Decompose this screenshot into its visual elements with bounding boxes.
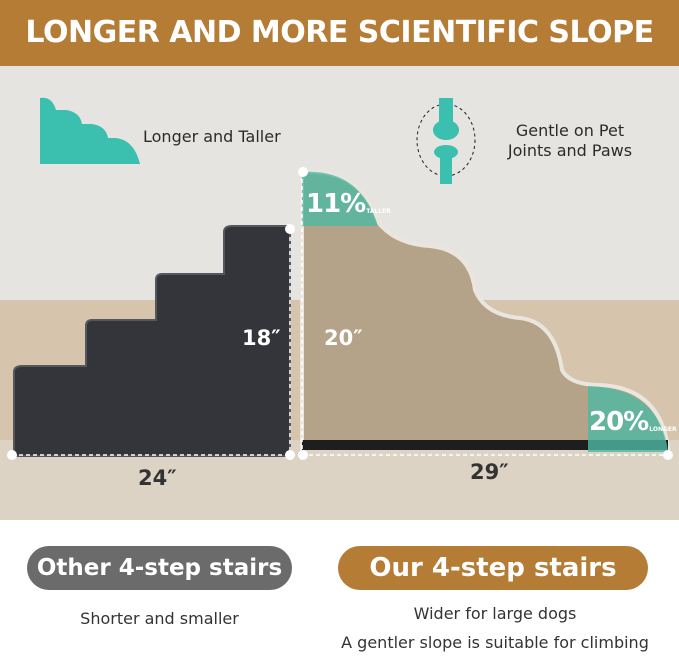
- feature-label-line1: Gentle on Pet: [515, 121, 625, 140]
- our-height: 20″: [324, 326, 363, 350]
- longer-percent: 20%: [589, 407, 649, 437]
- longer-callout: 20% LONGER: [589, 408, 677, 436]
- feature-label-line2: Joints and Paws: [507, 141, 633, 160]
- taller-label: TALLER: [366, 208, 391, 215]
- feature-label-longer: Longer and Taller: [143, 127, 281, 146]
- stairs-outline-icon: [40, 97, 140, 164]
- longer-highlight: [588, 386, 668, 452]
- longer-label: LONGER: [649, 426, 677, 433]
- other-height: 18″: [242, 326, 281, 350]
- other-length: 24″: [138, 466, 177, 490]
- other-stairs: [13, 225, 291, 457]
- stairs-illustration: [0, 66, 679, 520]
- our-stairs-desc-1: Wider for large dogs: [413, 604, 577, 623]
- our-length: 29″: [470, 460, 509, 484]
- our-stairs-badge: Our 4-step stairs: [338, 546, 648, 590]
- taller-percent: 11%: [306, 189, 366, 219]
- product-scene: [0, 66, 679, 520]
- other-stairs-desc: Shorter and smaller: [80, 609, 239, 628]
- knee-joint-icon: [416, 98, 476, 184]
- taller-highlight: [302, 171, 378, 226]
- our-stairs-desc-2: A gentler slope is suitable for climbing: [341, 633, 649, 652]
- taller-callout: 11% TALLER: [306, 190, 391, 218]
- other-stairs-badge: Other 4-step stairs: [27, 546, 292, 590]
- our-stairs: [300, 169, 671, 450]
- page-title: LONGER AND MORE SCIENTIFIC SLOPE: [0, 0, 679, 66]
- feature-label-gentle: Gentle on Pet Joints and Paws: [500, 121, 640, 161]
